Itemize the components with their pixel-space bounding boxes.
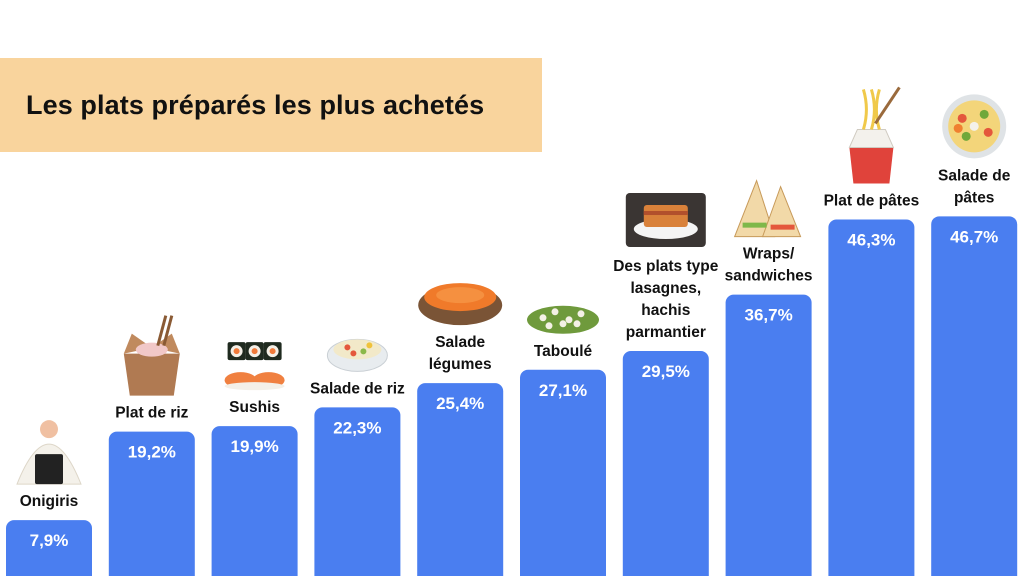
bar-value-label: 25,4%: [436, 394, 484, 413]
lasagna-icon: [625, 193, 706, 248]
category-label: Salade de pâtes: [938, 167, 1011, 206]
bar-value-label: 19,9%: [230, 437, 278, 456]
category-label: Salade de riz: [310, 380, 405, 397]
bar-6: [520, 369, 606, 576]
bar-5: [417, 383, 504, 576]
bar-value-label: 22,3%: [333, 418, 381, 437]
bar-value-label: 46,3%: [847, 230, 895, 249]
bar-value-label: 7,9%: [30, 531, 69, 550]
bar-value-label: 29,5%: [642, 362, 690, 381]
rice-box-icon: [123, 315, 180, 396]
bar-8: [725, 294, 812, 576]
sushi-icon: [224, 342, 285, 391]
title-banner: Les plats préparés les plus achetés: [0, 58, 542, 152]
category-label: Onigiris: [20, 493, 79, 510]
tabbouleh-icon: [527, 305, 599, 334]
bar-10: [931, 216, 1018, 576]
category-label: Plat de pâtes: [824, 192, 920, 209]
category-label: Plat de riz: [115, 405, 188, 422]
category-label: Sushis: [229, 399, 280, 416]
category-label: Salade légumes: [429, 334, 492, 373]
carrot-salad-icon: [418, 283, 503, 326]
bar-value-label: 27,1%: [539, 381, 587, 400]
category-label: Taboulé: [534, 343, 593, 360]
bar-4: [314, 407, 401, 576]
sandwich-icon: [733, 179, 802, 238]
bar-value-label: 46,7%: [950, 227, 998, 246]
bar-3: [211, 426, 298, 576]
bar-2: [108, 431, 195, 576]
bar-value-label: 19,2%: [128, 443, 176, 462]
category-label: Des plats type lasagnes, hachis parmantier: [613, 258, 718, 341]
category-label: Wraps/sandwiches: [725, 246, 813, 285]
onigiri-icon: [16, 420, 82, 485]
rice-salad-icon: [326, 338, 388, 372]
bar-9: [828, 219, 915, 576]
chart-title: Les plats préparés les plus achetés: [26, 89, 485, 120]
pasta-salad-icon: [942, 94, 1007, 159]
bar-1: [6, 520, 92, 576]
pasta-box-icon: [848, 86, 901, 184]
bar-value-label: 36,7%: [744, 306, 792, 325]
bar-7: [622, 351, 709, 576]
